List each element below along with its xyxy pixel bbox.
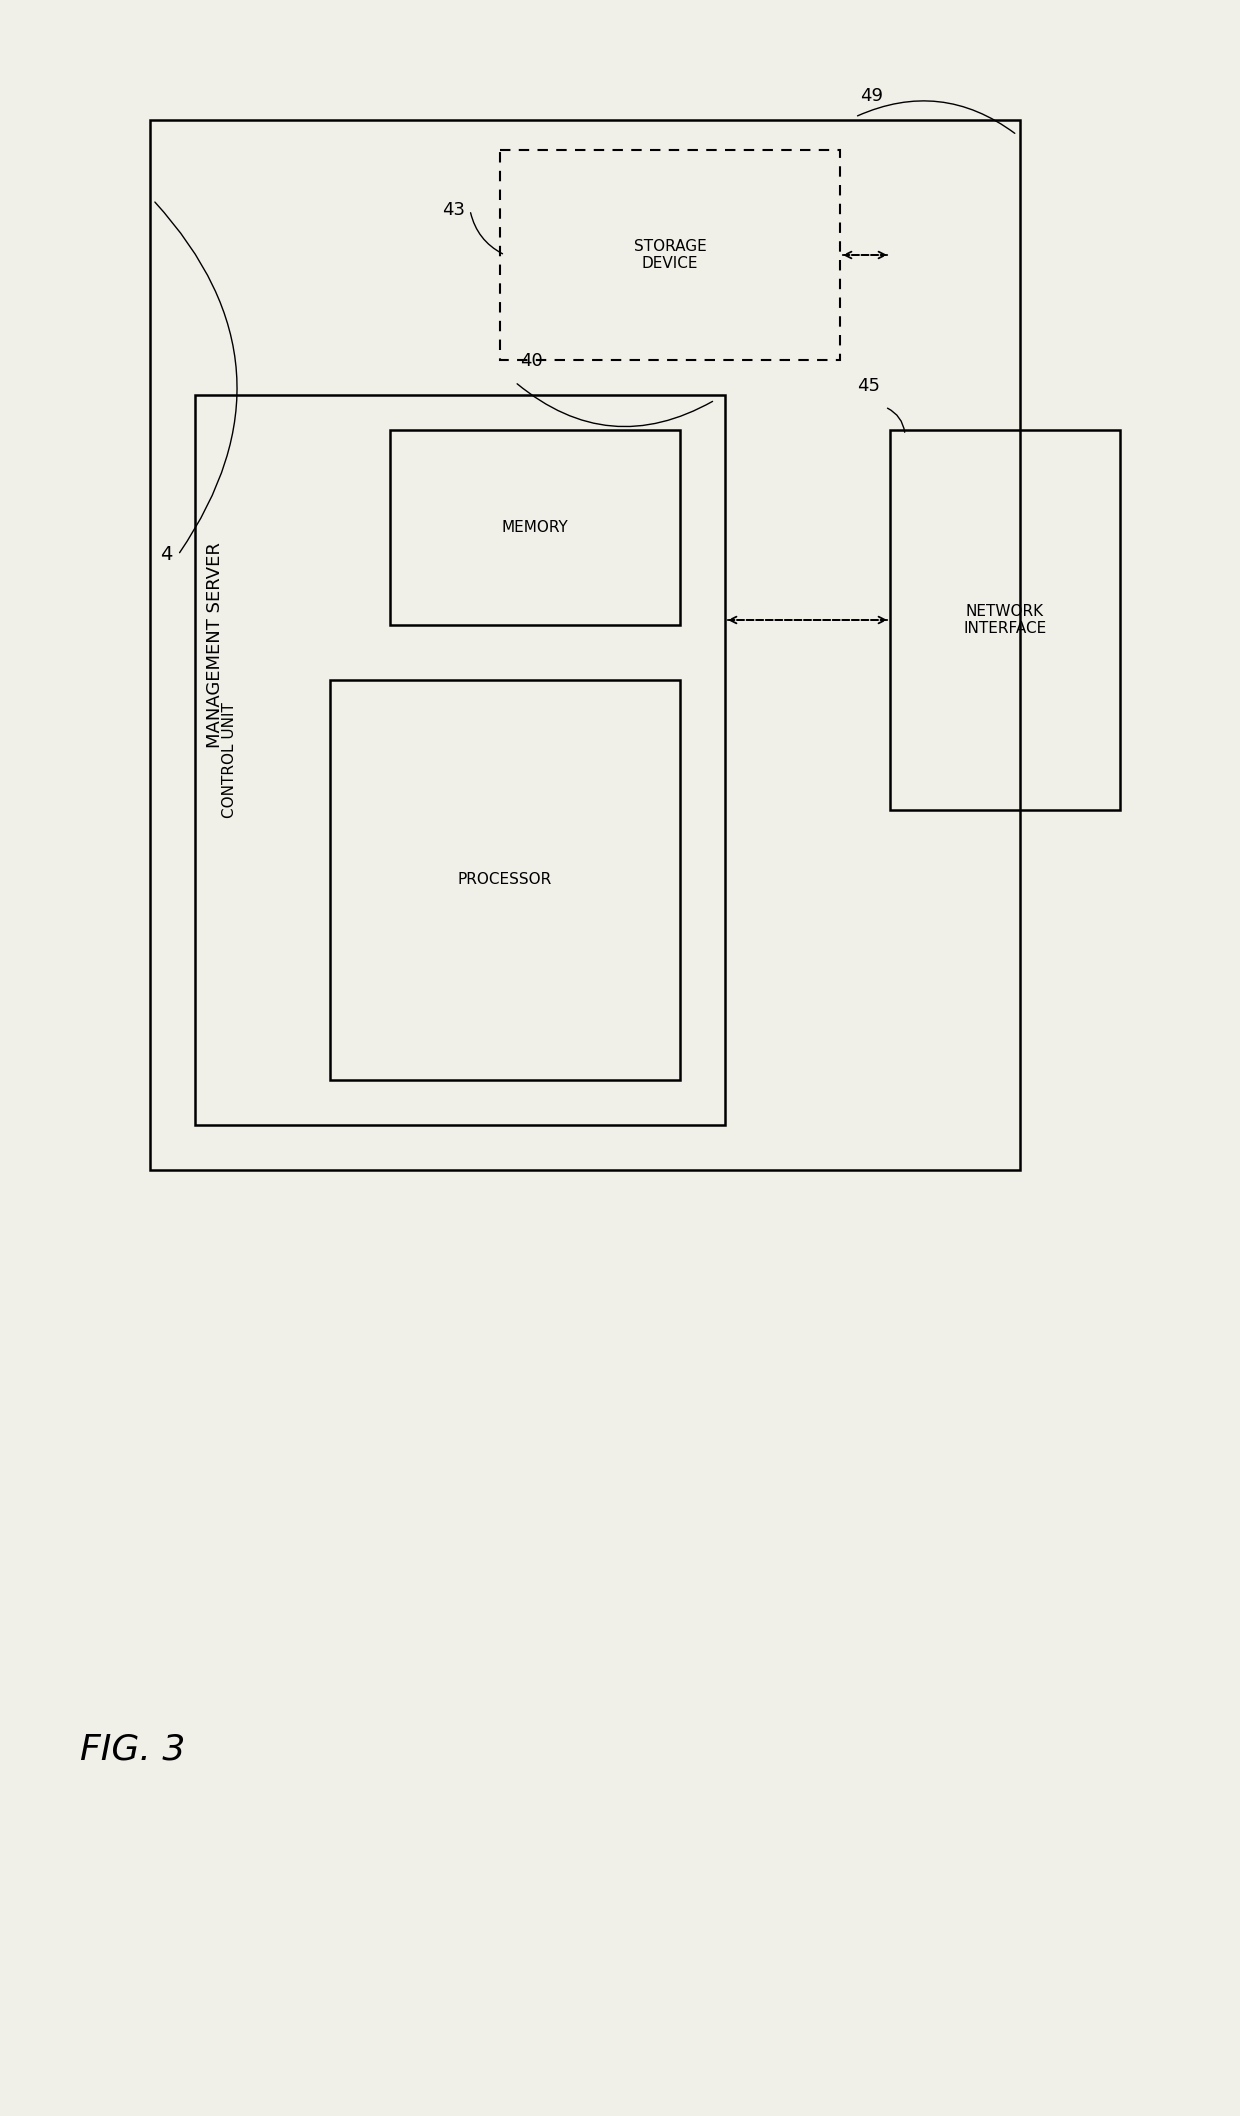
Bar: [195, 396, 725, 1126]
Text: MANAGEMENT SERVER: MANAGEMENT SERVER: [206, 542, 224, 747]
Text: STORAGE
DEVICE: STORAGE DEVICE: [634, 239, 707, 271]
Text: 40: 40: [520, 351, 543, 370]
Text: PROCESSOR: PROCESSOR: [458, 872, 552, 887]
Text: MEMORY: MEMORY: [502, 521, 568, 535]
Text: 43: 43: [441, 201, 465, 218]
Bar: [890, 430, 1120, 810]
Bar: [500, 150, 839, 360]
Text: 45: 45: [857, 377, 880, 396]
Text: NETWORK
INTERFACE: NETWORK INTERFACE: [963, 603, 1047, 637]
Text: 49: 49: [861, 87, 883, 106]
Text: CONTROL UNIT: CONTROL UNIT: [222, 703, 238, 819]
Text: FIG. 3: FIG. 3: [81, 1733, 185, 1767]
Bar: [330, 679, 680, 1079]
Bar: [150, 121, 1021, 1170]
Text: 4: 4: [160, 546, 172, 565]
Bar: [391, 430, 680, 624]
